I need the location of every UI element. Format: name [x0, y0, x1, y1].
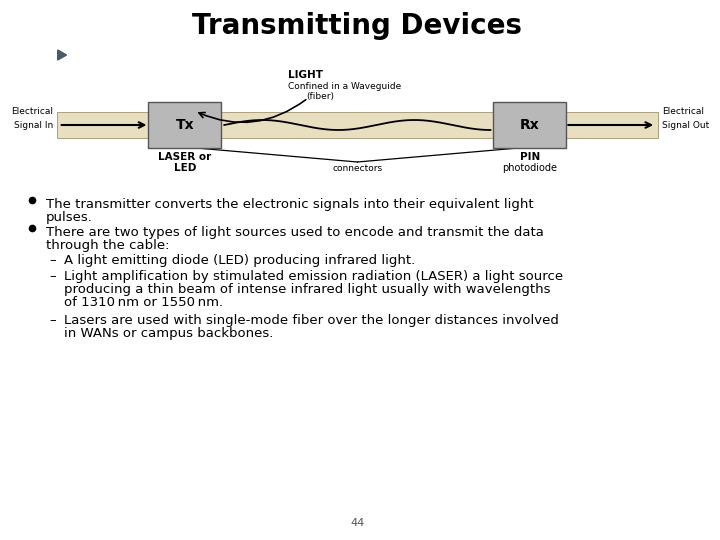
Text: Signal In: Signal In [14, 120, 53, 130]
Text: Lasers are used with single-mode fiber over the longer distances involved: Lasers are used with single-mode fiber o… [63, 314, 559, 327]
Text: PIN: PIN [520, 152, 540, 162]
Text: There are two types of light sources used to encode and transmit the data: There are two types of light sources use… [46, 226, 544, 239]
FancyBboxPatch shape [148, 102, 221, 148]
Text: Signal Out: Signal Out [662, 120, 709, 130]
Text: Rx: Rx [520, 118, 540, 132]
Text: The transmitter converts the electronic signals into their equivalent light: The transmitter converts the electronic … [46, 198, 534, 211]
Text: through the cable:: through the cable: [46, 239, 169, 252]
Text: –: – [50, 254, 56, 267]
Text: pulses.: pulses. [46, 211, 93, 224]
Text: LIGHT: LIGHT [289, 70, 323, 80]
Text: (fiber): (fiber) [306, 92, 334, 101]
Text: Confined in a Waveguide: Confined in a Waveguide [289, 82, 402, 91]
Text: A light emitting diode (LED) producing infrared light.: A light emitting diode (LED) producing i… [63, 254, 415, 267]
Text: 44: 44 [350, 518, 364, 528]
Text: Light amplification by stimulated emission radiation (LASER) a light source: Light amplification by stimulated emissi… [63, 270, 563, 283]
Text: in WANs or campus backbones.: in WANs or campus backbones. [63, 327, 273, 340]
Text: LASER or: LASER or [158, 152, 212, 162]
Text: Tx: Tx [176, 118, 194, 132]
Text: Transmitting Devices: Transmitting Devices [192, 12, 523, 40]
Text: connectors: connectors [333, 164, 382, 173]
Polygon shape [58, 50, 66, 60]
Text: –: – [50, 270, 56, 283]
Text: Electrical: Electrical [11, 107, 53, 117]
Text: LED: LED [174, 163, 196, 173]
FancyBboxPatch shape [493, 102, 567, 148]
Text: photodiode: photodiode [503, 163, 557, 173]
FancyBboxPatch shape [57, 112, 658, 138]
Text: –: – [50, 314, 56, 327]
Text: producing a thin beam of intense infrared light usually with wavelengths: producing a thin beam of intense infrare… [63, 283, 550, 296]
Text: Electrical: Electrical [662, 107, 704, 117]
Text: of 1310 nm or 1550 nm.: of 1310 nm or 1550 nm. [63, 296, 222, 309]
